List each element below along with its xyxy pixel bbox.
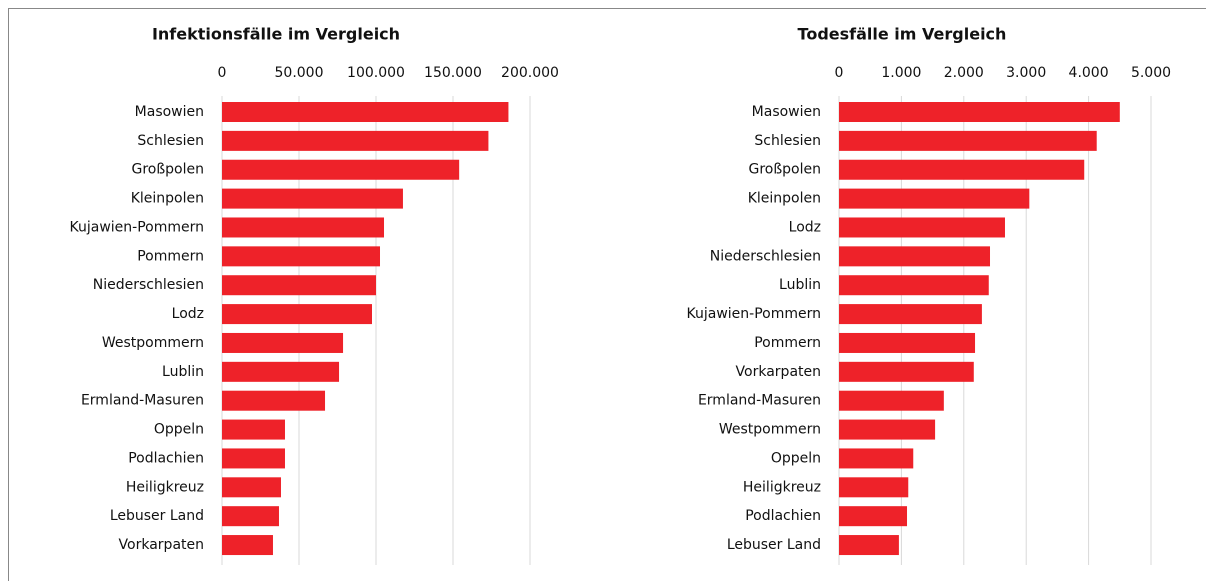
y-tick-label: Podlachien <box>128 450 204 466</box>
x-tick-label: 5.000 <box>1131 65 1171 81</box>
bar <box>839 362 974 382</box>
bar <box>839 477 908 497</box>
bar <box>222 102 508 122</box>
bar <box>222 189 403 209</box>
bar <box>839 333 975 353</box>
y-tick-label: Lublin <box>162 364 204 380</box>
bar <box>839 304 982 324</box>
y-tick-label: Kujawien-Pommern <box>70 219 204 235</box>
x-tick-label: 200.000 <box>501 65 559 81</box>
x-tick-label: 150.000 <box>424 65 482 81</box>
x-tick-label: 100.000 <box>347 65 405 81</box>
bar <box>839 246 990 266</box>
y-tick-label: Ermland-Masuren <box>81 393 204 409</box>
bar <box>222 333 343 353</box>
y-tick-label: Pommern <box>754 335 821 351</box>
y-tick-label: Kleinpolen <box>748 191 821 207</box>
y-tick-label: Kleinpolen <box>131 191 204 207</box>
bar <box>222 304 372 324</box>
x-tick-label: 4.000 <box>1069 65 1109 81</box>
y-tick-label: Schlesien <box>137 133 204 149</box>
y-tick-label: Vorkarpaten <box>119 537 204 553</box>
bar <box>222 420 285 440</box>
bar <box>222 275 376 295</box>
bar <box>839 131 1097 151</box>
x-tick-label: 1.000 <box>881 65 921 81</box>
bar <box>222 535 273 555</box>
x-tick-label: 0 <box>835 65 844 81</box>
bar <box>839 217 1005 237</box>
y-tick-label: Ermland-Masuren <box>698 393 821 409</box>
y-tick-label: Kujawien-Pommern <box>687 306 821 322</box>
y-tick-label: Oppeln <box>154 422 204 438</box>
bar <box>839 535 899 555</box>
x-tick-label: 0 <box>218 65 227 81</box>
bar <box>839 506 907 526</box>
chart-title: Todesfälle im Vergleich <box>798 25 1007 44</box>
y-tick-label: Großpolen <box>131 162 204 178</box>
bar <box>222 131 488 151</box>
bar <box>839 420 935 440</box>
y-tick-label: Niederschlesien <box>710 248 821 264</box>
y-tick-label: Großpolen <box>748 162 821 178</box>
chart-title: Infektionsfälle im Vergleich <box>152 25 400 44</box>
bar <box>839 448 913 468</box>
y-tick-label: Heiligkreuz <box>126 479 204 495</box>
bar <box>222 391 325 411</box>
y-tick-label: Westpommern <box>102 335 204 351</box>
bar <box>222 506 279 526</box>
y-tick-label: Schlesien <box>754 133 821 149</box>
y-tick-label: Lebuser Land <box>110 508 204 524</box>
y-tick-label: Masowien <box>752 104 821 120</box>
y-tick-label: Niederschlesien <box>93 277 204 293</box>
y-tick-label: Masowien <box>135 104 204 120</box>
y-tick-label: Heiligkreuz <box>743 479 821 495</box>
bar <box>222 217 384 237</box>
x-tick-label: 50.000 <box>275 65 324 81</box>
bar <box>839 160 1084 180</box>
y-tick-label: Pommern <box>137 248 204 264</box>
y-tick-label: Lodz <box>172 306 204 322</box>
y-tick-label: Oppeln <box>771 450 821 466</box>
bar <box>839 391 944 411</box>
bar <box>222 246 380 266</box>
x-tick-label: 3.000 <box>1006 65 1046 81</box>
y-tick-label: Westpommern <box>719 422 821 438</box>
bar <box>222 160 459 180</box>
bar <box>222 477 281 497</box>
y-tick-label: Lublin <box>779 277 821 293</box>
bar <box>839 102 1120 122</box>
bar <box>222 362 339 382</box>
bar <box>839 189 1029 209</box>
bar <box>839 275 989 295</box>
y-tick-label: Vorkarpaten <box>736 364 821 380</box>
x-tick-label: 2.000 <box>944 65 984 81</box>
y-tick-label: Lebuser Land <box>727 537 821 553</box>
y-tick-label: Podlachien <box>745 508 821 524</box>
y-tick-label: Lodz <box>789 219 821 235</box>
bar <box>222 448 285 468</box>
